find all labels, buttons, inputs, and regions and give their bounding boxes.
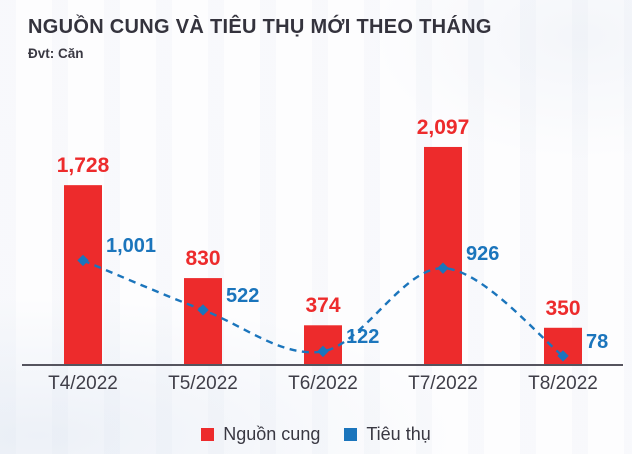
bar-value-label: 350 bbox=[545, 296, 581, 320]
legend-label: Nguồn cung bbox=[223, 424, 321, 444]
bar-T6/2022 bbox=[304, 325, 342, 364]
x-axis-label: T5/2022 bbox=[168, 373, 238, 394]
line-value-label: 522 bbox=[226, 284, 260, 307]
bar-value-label: 1,728 bbox=[56, 154, 110, 178]
legend-swatch-red bbox=[201, 428, 215, 441]
consumption-line bbox=[82, 259, 564, 357]
legend-item-tieu-thu: Tiêu thụ bbox=[344, 424, 431, 445]
x-axis-label: T8/2022 bbox=[528, 373, 598, 394]
legend-label: Tiêu thụ bbox=[366, 424, 431, 444]
chart-legend: Nguồn cung Tiêu thụ bbox=[0, 424, 632, 445]
line-value-label: 122 bbox=[346, 326, 380, 349]
bar-T5/2022 bbox=[184, 278, 222, 364]
chart-unit-label: Đvt: Căn bbox=[28, 46, 84, 61]
bar-value-label: 374 bbox=[305, 294, 341, 318]
line-value-label: 926 bbox=[466, 243, 500, 266]
x-axis-label: T6/2022 bbox=[288, 373, 358, 394]
line-value-label: 78 bbox=[586, 330, 609, 353]
bar-T4/2022 bbox=[64, 185, 102, 364]
bar-value-label: 2,097 bbox=[416, 115, 470, 139]
bar-T7/2022 bbox=[424, 146, 462, 364]
line-value-label: 1,001 bbox=[106, 235, 157, 258]
line-marker-T4/2022 bbox=[77, 254, 89, 267]
legend-swatch-blue bbox=[344, 428, 358, 441]
chart-header: NGUỒN CUNG VÀ TIÊU THỤ MỚI THEO THÁNG Đv… bbox=[28, 16, 492, 61]
line-marker-T5/2022 bbox=[197, 304, 209, 316]
chart-title: NGUỒN CUNG VÀ TIÊU THỤ MỚI THEO THÁNG bbox=[28, 16, 492, 38]
line-marker-T8/2022 bbox=[557, 350, 569, 362]
line-marker-T6/2022 bbox=[317, 345, 329, 358]
x-axis-label: T4/2022 bbox=[48, 373, 118, 394]
bar-value-label: 830 bbox=[185, 247, 221, 271]
line-marker-T7/2022 bbox=[437, 262, 449, 274]
legend-item-nguon-cung: Nguồn cung bbox=[201, 424, 320, 445]
x-axis-label: T7/2022 bbox=[408, 373, 478, 394]
